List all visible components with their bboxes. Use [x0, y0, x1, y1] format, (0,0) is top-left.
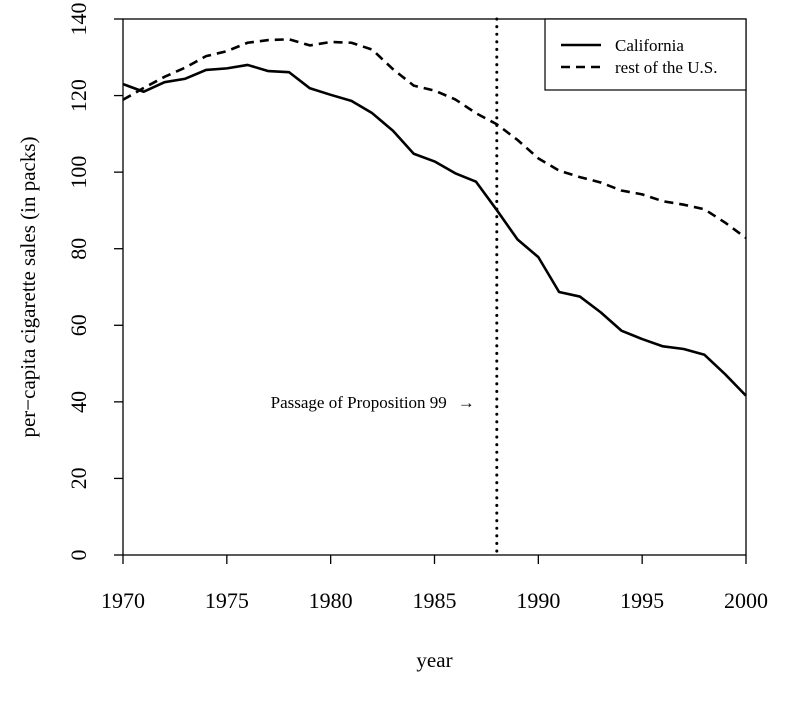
- y-tick-label: 100: [66, 156, 91, 189]
- x-axis-title: year: [416, 648, 452, 672]
- x-tick-label: 1990: [516, 588, 560, 613]
- legend-label-rest-of-us: rest of the U.S.: [615, 58, 717, 77]
- x-tick-label: 1980: [309, 588, 353, 613]
- x-tick-label: 1975: [205, 588, 249, 613]
- y-tick-label: 40: [66, 391, 91, 413]
- annotation-arrow: →: [458, 393, 475, 412]
- plot-frame: [122, 18, 747, 556]
- y-tick-label: 0: [66, 550, 91, 561]
- legend-label-california: California: [615, 36, 684, 55]
- x-axis: 1970 1975 1980 1985 1990 1995 2000: [101, 555, 768, 613]
- y-tick-label: 60: [66, 314, 91, 336]
- x-tick-label: 1970: [101, 588, 145, 613]
- annotation-label: Passage of Proposition 99: [271, 393, 447, 412]
- plot-lines: [122, 17, 747, 557]
- y-tick-label: 140: [66, 3, 91, 36]
- y-tick-label: 80: [66, 238, 91, 260]
- y-axis: 0 20 40 60 80 100 120 140: [66, 3, 123, 561]
- x-tick-label: 2000: [724, 588, 768, 613]
- legend-box: [544, 18, 747, 91]
- y-axis-title: per−capita cigarette sales (in packs): [16, 136, 40, 437]
- x-tick-label: 1995: [620, 588, 664, 613]
- legend: California rest of the U.S.: [544, 18, 747, 91]
- x-tick-label: 1985: [413, 588, 457, 613]
- y-tick-label: 120: [66, 79, 91, 112]
- series-line-0: [122, 63, 747, 397]
- series-line-1: [122, 37, 747, 240]
- y-tick-label: 20: [66, 467, 91, 489]
- annotation: Passage of Proposition 99 →: [271, 393, 475, 412]
